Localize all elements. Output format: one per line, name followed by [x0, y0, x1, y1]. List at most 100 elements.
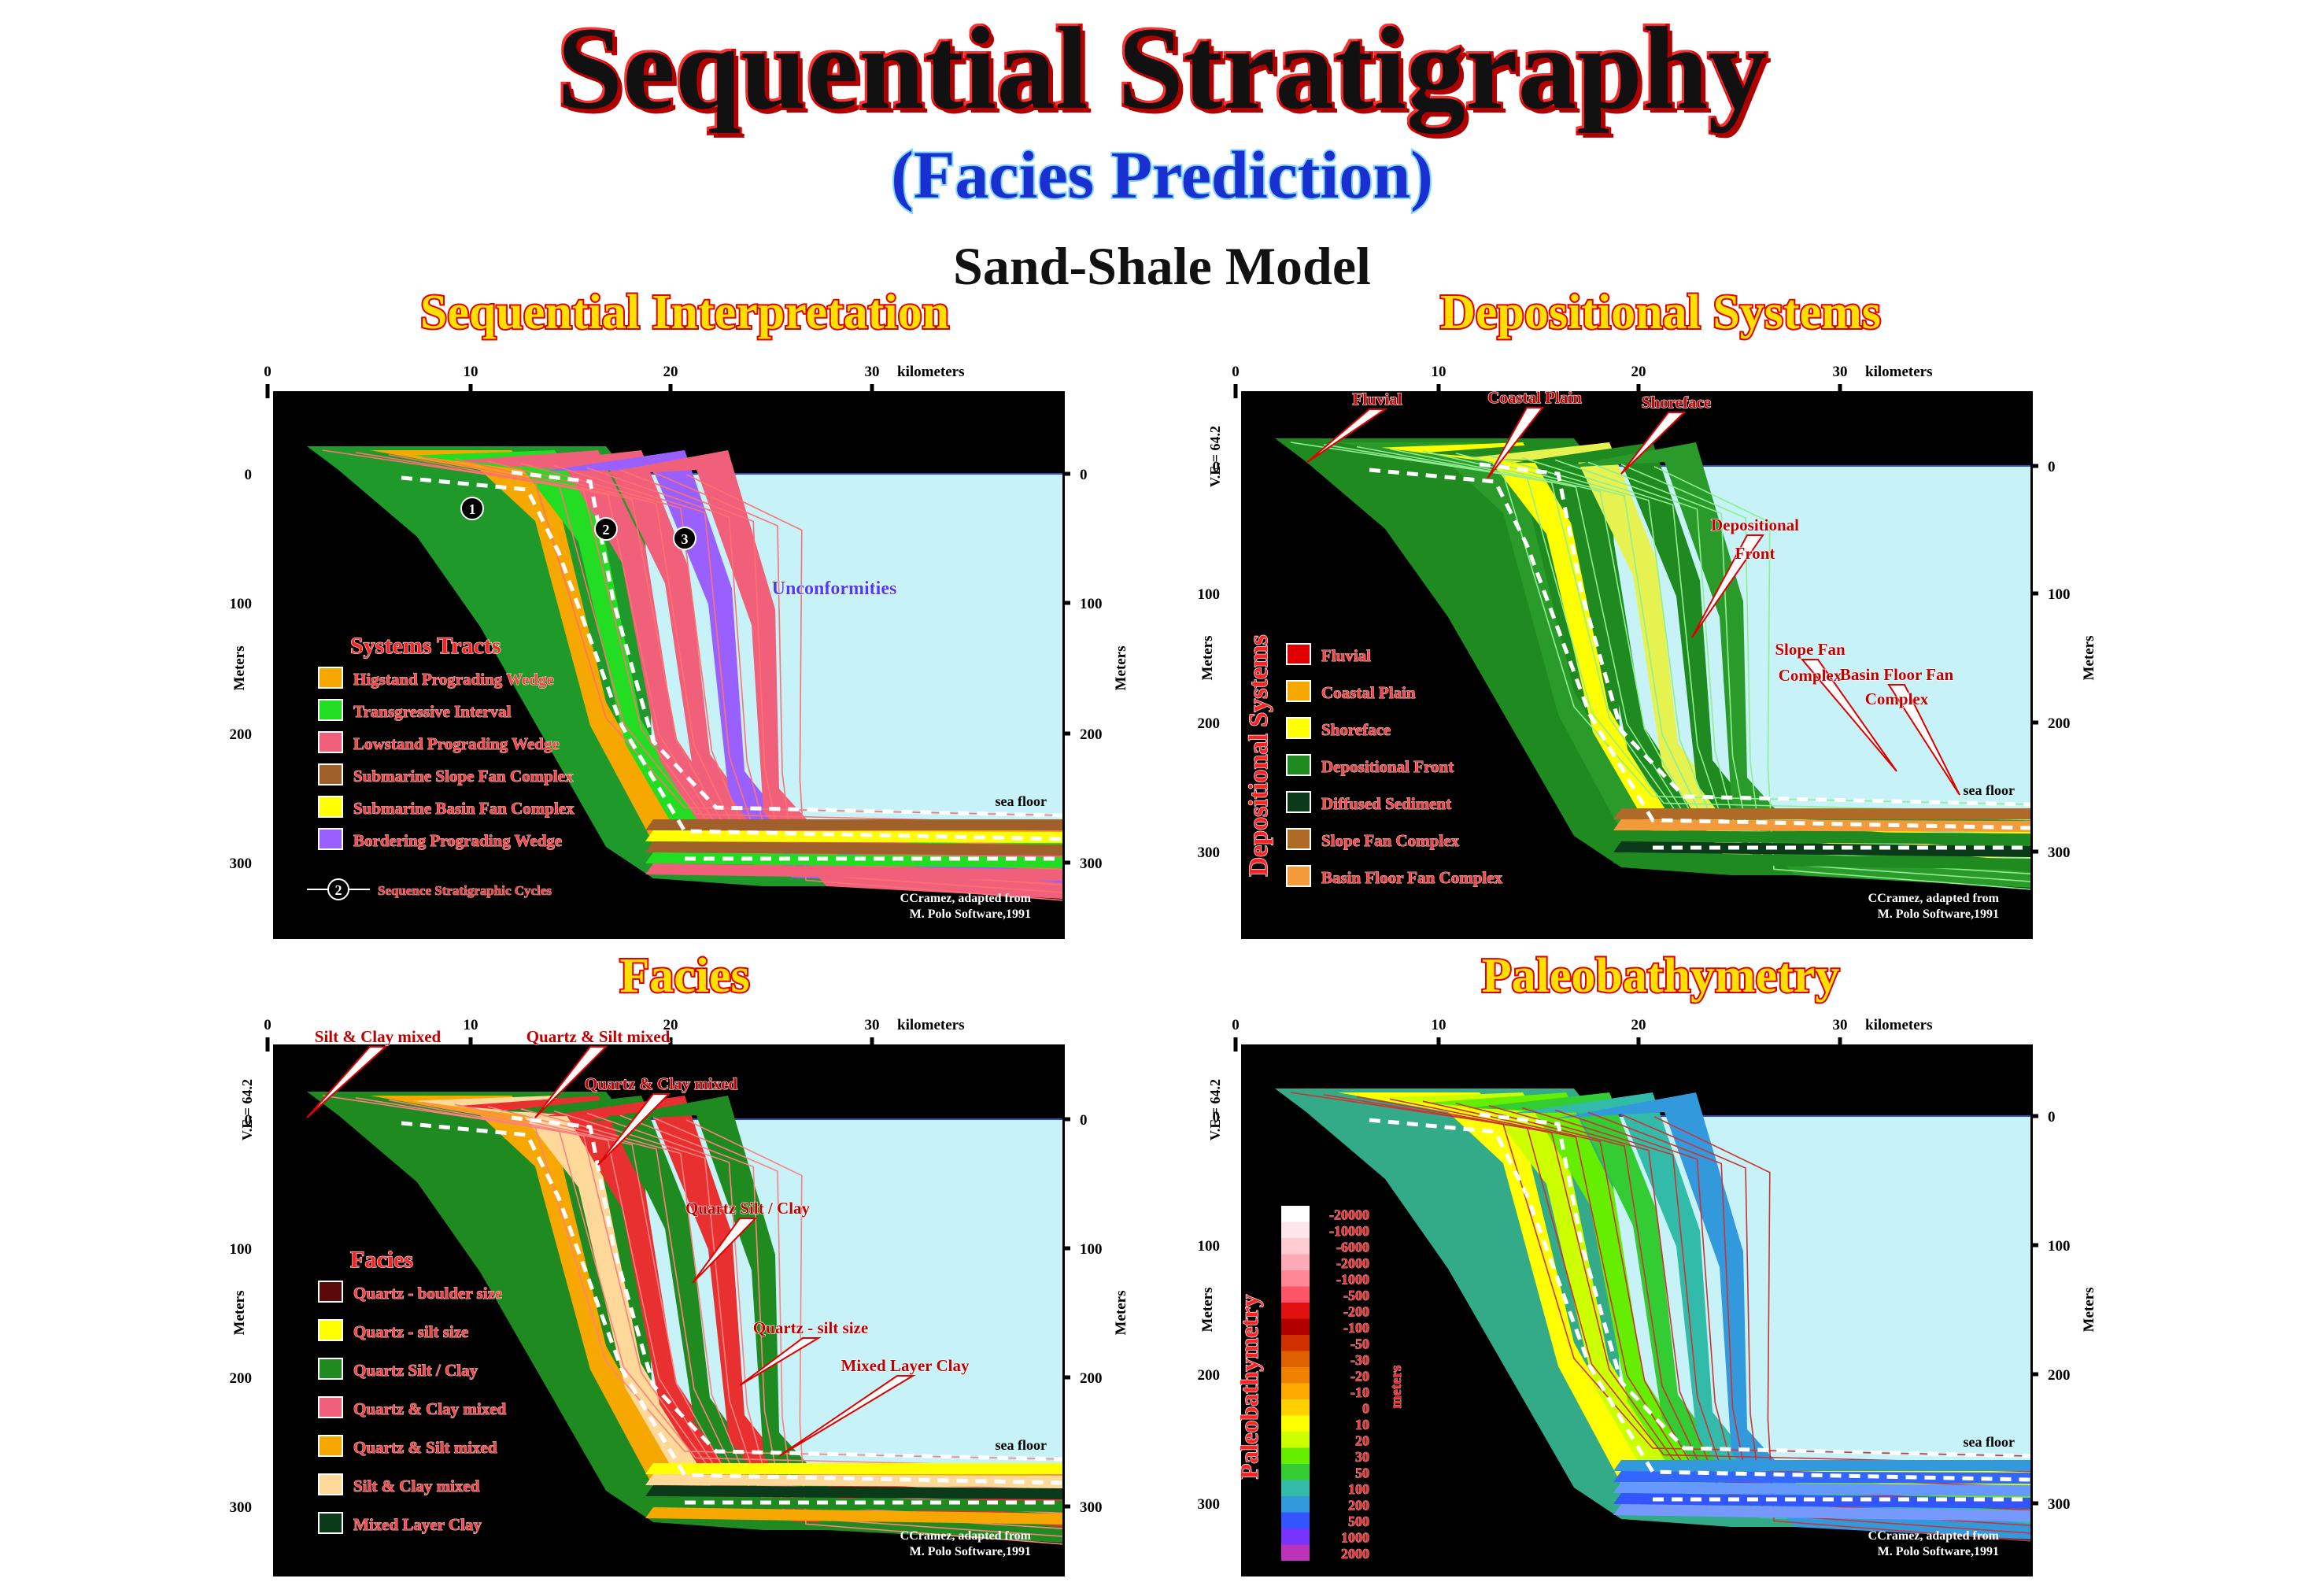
facies-band — [370, 1096, 1062, 1491]
legend-swatch — [318, 699, 343, 721]
callout-quartz-clay: Quartz & Clay mixed — [585, 1074, 738, 1093]
legend-label: Higstand Prograding Wedge — [353, 670, 554, 689]
scale-label: 100 — [1348, 1481, 1369, 1497]
scale-swatch — [1281, 1270, 1310, 1287]
basin-floor-layer — [1613, 808, 2030, 819]
main-title: Sequential Stratigraphy — [555, 1, 1770, 136]
legend-label: Quartz - silt size — [353, 1322, 468, 1341]
legend-label: Depositional Front — [1321, 757, 1454, 776]
callout-arrow — [534, 1046, 608, 1118]
callout-arrow — [1887, 684, 1960, 796]
x-tick-label: 10 — [1432, 1017, 1446, 1033]
scale-label: 50 — [1355, 1466, 1369, 1481]
scale-label: 20 — [1355, 1433, 1369, 1449]
x-unit-label: kilometers — [897, 1017, 964, 1033]
sequential-panel: 0 10 20 30 kilometers 0 0 100 100 200 200 300 300 Met… — [230, 364, 1129, 939]
layer-line — [685, 1119, 1063, 1545]
unconformity-line — [1369, 1118, 2031, 1482]
credit-line-1: CCramez, adapted from — [900, 1529, 1032, 1543]
sea-level-label: sea level — [1965, 1096, 2015, 1111]
basin-floor-layer — [1613, 1493, 2030, 1509]
legend-swatch — [318, 828, 343, 850]
scale-unit: meters — [1388, 1366, 1405, 1409]
unconformity-line — [1479, 1112, 2031, 1458]
y-tick-label-right: 100 — [1080, 1241, 1103, 1258]
sea-floor-label: sea floor — [1964, 1434, 2015, 1450]
y-tick-label-left: 0 — [245, 467, 253, 483]
callout-arrow — [778, 1375, 916, 1457]
callout-arrow — [739, 1337, 822, 1386]
callout-arrow — [1306, 408, 1388, 464]
layer-line — [586, 467, 1063, 878]
legend-label: Mixed Layer Clay — [353, 1515, 482, 1534]
y-tick-label-right: 200 — [1080, 1370, 1103, 1387]
callout-arrow — [1691, 534, 1764, 638]
y-tick-label-left: 200 — [230, 726, 253, 743]
legend-swatch — [318, 1281, 343, 1303]
scale-label: 200 — [1348, 1498, 1369, 1514]
y-tick-label-left: 100 — [230, 1241, 253, 1258]
vertical-exaggeration: V.E.= 64.2 — [1207, 426, 1223, 487]
callout-mixed-layer-clay: Mixed Layer Clay — [841, 1356, 970, 1375]
basin-floor-layer — [645, 1463, 1062, 1474]
credit-line-1: CCramez, adapted from — [900, 892, 1032, 905]
layer-line — [355, 1097, 1063, 1468]
panel-title-depositional: Depositional Systems — [1439, 284, 1882, 341]
sediment-body — [1275, 1089, 2030, 1527]
layer-line — [1554, 1109, 2031, 1519]
legend-label: Transgressive Interval — [353, 702, 512, 721]
legend-swatch — [318, 731, 343, 753]
y-tick-label-right: 300 — [2048, 1496, 2071, 1513]
callout-label-front: Front — [1735, 544, 1775, 563]
credit-line-1: CCramez, adapted from — [1868, 1529, 2000, 1543]
legend-label: Basin Floor Fan Complex — [1321, 868, 1503, 887]
y-unit-left: Meters — [231, 646, 248, 691]
panel-title-sequential: Sequential Interpretation — [419, 284, 951, 341]
scale-label: -100 — [1343, 1320, 1369, 1336]
scale-swatch — [1281, 1480, 1310, 1496]
scale-swatch — [1281, 1399, 1310, 1416]
credit-line-1: CCramez, adapted from — [1868, 892, 2000, 905]
y-tick-label-left: 100 — [1198, 1238, 1221, 1255]
scale-label: -1000 — [1336, 1272, 1369, 1288]
y-tick-label-right: 0 — [1080, 1112, 1088, 1129]
legend-swatch — [1286, 791, 1311, 813]
scale-label: -20 — [1350, 1369, 1369, 1384]
callout-arrow — [692, 1218, 758, 1284]
legend-label: Bordering Prograding Wedge — [353, 831, 562, 850]
layer-line — [586, 1112, 1063, 1522]
scale-swatch — [1281, 1512, 1310, 1528]
scale-label: -6000 — [1336, 1240, 1369, 1255]
x-tick-label: 20 — [1631, 1017, 1646, 1033]
legend-swatch — [1286, 680, 1311, 702]
cycle-marker — [327, 878, 349, 900]
y-tick-label-right: 100 — [1080, 596, 1103, 612]
x-tick-label: 0 — [1232, 364, 1240, 380]
scale-swatch — [1281, 1254, 1310, 1270]
cycle-number: 1 — [469, 501, 476, 517]
y-tick-label-left: 200 — [230, 1370, 253, 1387]
vertical-exaggeration: V.E.= 64.2 — [239, 1079, 255, 1140]
legend-swatch — [318, 1319, 343, 1341]
sediment-body — [1275, 438, 2030, 875]
x-tick-label: 30 — [1833, 364, 1848, 380]
unconformities-label: Unconformities — [772, 578, 897, 599]
basin-floor-layer — [1613, 1504, 2030, 1521]
facies-band — [1338, 1092, 2030, 1488]
layer-line — [1620, 1114, 2031, 1534]
x-tick-label: 30 — [865, 364, 880, 380]
y-tick-label-left: 100 — [1198, 586, 1221, 603]
facies-panel: 0 10 20 30 kilometers 0 0 100 100 200 200 300 300 Met… — [230, 1017, 1129, 1576]
scale-label: -20000 — [1329, 1207, 1369, 1223]
basin-floor-layer — [645, 841, 1062, 856]
scale-swatch — [1281, 1303, 1310, 1319]
x-tick-label: 30 — [865, 1017, 880, 1033]
y-tick-label-left: 100 — [230, 596, 253, 612]
scale-swatch — [1281, 1415, 1310, 1432]
y-unit-left: Meters — [1199, 1288, 1216, 1333]
vertical-exaggeration: V.E.= 64.2 — [1207, 1079, 1223, 1140]
callout-label-complex: Complex — [1779, 666, 1842, 685]
scale-label: -30 — [1350, 1352, 1369, 1368]
basin-floor-layer — [645, 1507, 1062, 1525]
scale-label: -50 — [1350, 1336, 1369, 1352]
